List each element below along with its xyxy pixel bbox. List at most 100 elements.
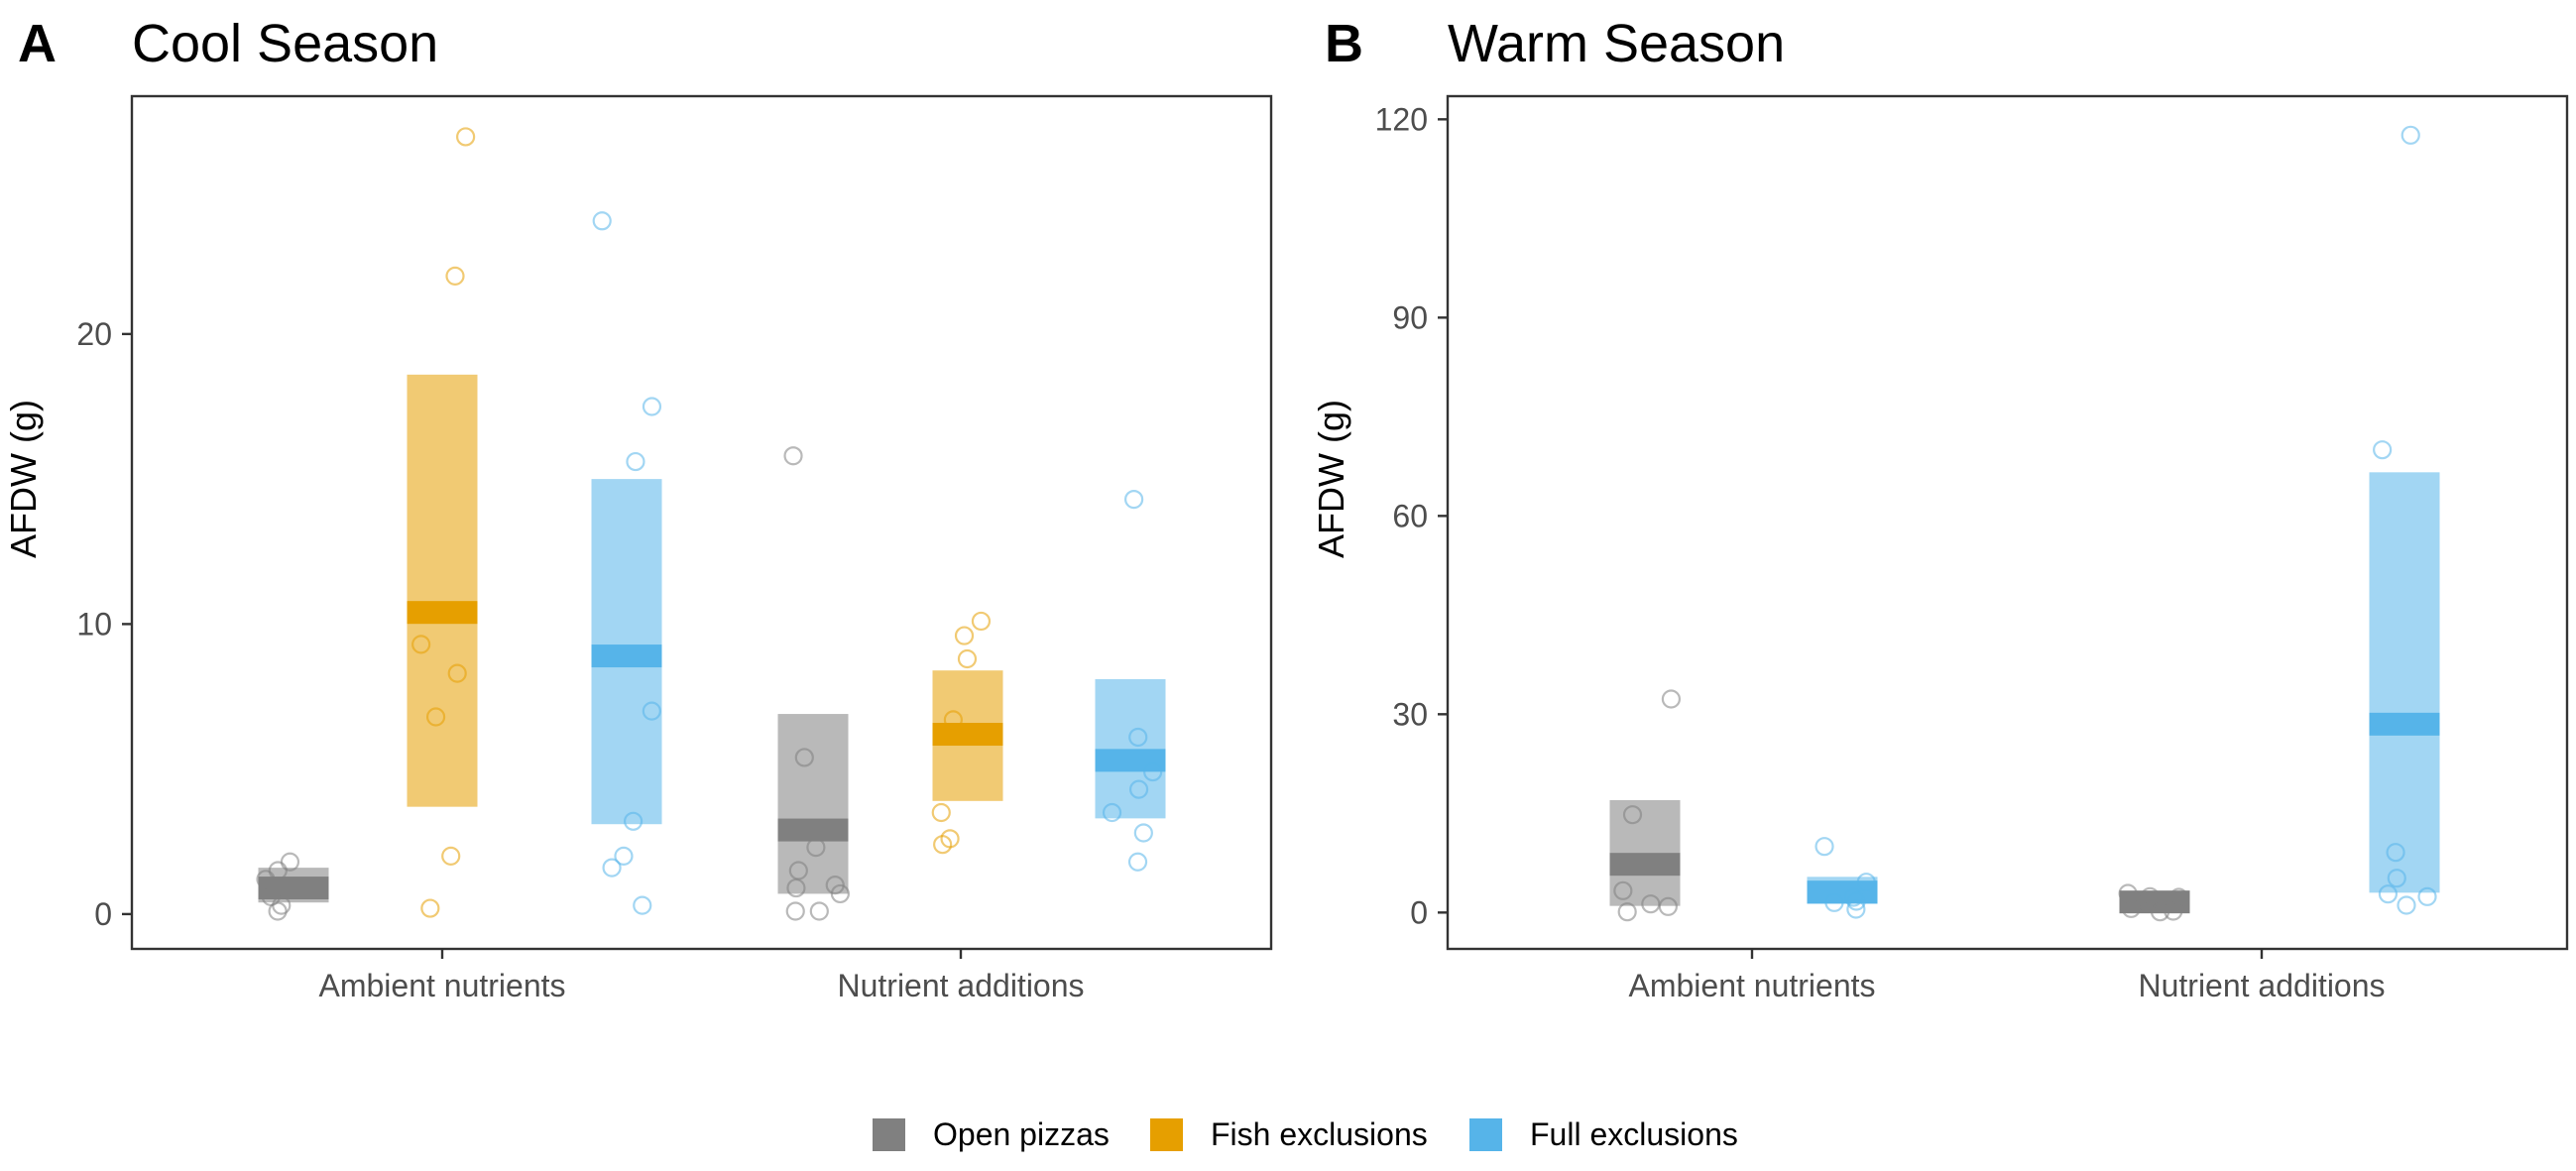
panel-a-full-exclusions-additions-range-box xyxy=(1095,678,1166,819)
panel-b-full-exclusions-additions-point xyxy=(2417,886,2437,906)
panel-a-fish-exclusions-ambient-point xyxy=(445,266,465,286)
panel-a-fish-exclusions-ambient-point xyxy=(441,846,461,866)
panel-a-title: Cool Season xyxy=(132,14,438,73)
panel-a-fish-exclusions-ambient-point xyxy=(411,635,431,654)
panel-a-y-tick-label: 0 xyxy=(94,896,112,932)
panel-a-full-exclusions-additions-point xyxy=(1127,852,1148,872)
panel-a-full-exclusions-ambient-point xyxy=(642,701,661,721)
panel-a-fish-exclusions-ambient-range-box xyxy=(407,374,478,807)
panel-b-open-pizzas-ambient-point xyxy=(1661,689,1682,709)
panel-a-open-pizzas-additions-point xyxy=(783,446,803,466)
panel-b-open-pizzas-additions-point xyxy=(2140,886,2160,906)
panel-b-full-exclusions-additions-point xyxy=(2378,884,2399,904)
panel-a-fish-exclusions-additions-point xyxy=(943,710,963,730)
panel-a-fish-exclusions-additions-point xyxy=(957,648,978,669)
panel-a-y-axis-title: AFDW (g) xyxy=(3,400,44,558)
panel-a-fish-exclusions-additions-point xyxy=(933,835,953,855)
panel-b-full-exclusions-ambient-point xyxy=(1815,837,1834,857)
panel-b-x-tick-label-ambient: Ambient nutrients xyxy=(1628,968,1875,1003)
panel-a-panel-border xyxy=(130,94,1273,951)
legend-swatch-full-exclusions xyxy=(1469,1118,1502,1151)
panel-a-full-exclusions-additions-mean-bar xyxy=(1095,749,1166,772)
panel-a-fish-exclusions-ambient-mean-bar xyxy=(407,601,478,625)
panel-b-open-pizzas-additions-point xyxy=(2164,901,2183,921)
legend-label-fish-exclusions: Fish exclusions xyxy=(1211,1116,1428,1152)
panel-b-plot-area: 0 30 60 90 120 xyxy=(1375,94,2569,959)
panel-a-full-exclusions-additions-point xyxy=(1128,779,1149,799)
panel-a-full-exclusions-additions-point xyxy=(1124,489,1144,510)
panel-a-open-pizzas-additions-mean-bar xyxy=(777,818,849,842)
panel-a-open-pizzas-ambient-point xyxy=(280,852,300,872)
panel-b-title: Warm Season xyxy=(1448,14,1785,73)
panel-a-y-tick-label: 20 xyxy=(76,316,112,352)
panel-a-open-pizzas-additions-point xyxy=(809,901,829,921)
panel-b-y-tick-label: 60 xyxy=(1392,498,1428,533)
panel-a: A Cool Season AFDW (g) 0 10 20 Ambient nut… xyxy=(3,14,1273,1003)
panel-b-y-tick-label: 120 xyxy=(1375,101,1428,137)
panel-b-full-exclusions-additions-mean-bar xyxy=(2369,712,2440,736)
panel-a-full-exclusions-additions-point xyxy=(1128,727,1148,748)
panel-b-full-exclusions-ambient-point xyxy=(1824,892,1844,912)
panel-a-full-exclusions-ambient-point xyxy=(623,811,644,831)
panel-b-y-tick-label: 0 xyxy=(1410,894,1428,930)
panel-b-full-exclusions-ambient-point xyxy=(1846,891,1866,911)
panel-b-full-exclusions-additions-point xyxy=(2373,440,2393,460)
panel-b-full-exclusions-ambient-point xyxy=(1856,873,1876,892)
panel-b-open-pizzas-ambient-mean-bar xyxy=(1609,853,1681,877)
panel-a-full-exclusions-additions-point xyxy=(1102,802,1122,823)
panel-a-open-pizzas-additions-range-box xyxy=(777,714,849,894)
panel-b-full-exclusions-ambient-point xyxy=(1843,887,1863,907)
panel-a-open-pizzas-ambient-mean-bar xyxy=(258,877,329,900)
panel-a-fish-exclusions-ambient-point xyxy=(456,127,476,147)
panel-b-full-exclusions-additions-point xyxy=(2397,895,2416,915)
panel-a-fish-exclusions-additions-point xyxy=(954,626,975,645)
panel-b-full-exclusions-additions-point xyxy=(2387,869,2406,888)
panel-a-y-tick-label: 10 xyxy=(76,606,112,642)
legend-label-open-pizzas: Open pizzas xyxy=(933,1116,1110,1152)
panel-b-y-axis-title: AFDW (g) xyxy=(1311,400,1351,558)
panel-a-full-exclusions-additions-point xyxy=(1143,761,1163,782)
panel-b: B Warm Season AFDW (g) 0 30 60 90 120 Ambien… xyxy=(1311,14,2569,1003)
panel-a-tag: A xyxy=(18,14,57,73)
panel-b-open-pizzas-additions-point xyxy=(2121,898,2141,918)
panel-a-fish-exclusions-additions-mean-bar xyxy=(932,723,1003,747)
panel-b-full-exclusions-additions-point xyxy=(2386,843,2405,863)
panel-a-full-exclusions-ambient-point xyxy=(592,211,612,231)
panel-a-open-pizzas-ambient-point xyxy=(268,901,288,921)
panel-b-x-tick-label-additions: Nutrient additions xyxy=(2138,968,2385,1003)
panel-b-full-exclusions-additions-point xyxy=(2400,125,2420,145)
panel-b-tag: B xyxy=(1325,14,1363,73)
panel-b-open-pizzas-ambient-point xyxy=(1622,805,1643,825)
panel-b-full-exclusions-ambient-point xyxy=(1846,899,1866,919)
panel-b-open-pizzas-additions-point xyxy=(2150,902,2170,922)
panel-b-y-tick-label: 30 xyxy=(1392,696,1428,732)
panel-a-full-exclusions-additions-point xyxy=(1133,823,1153,843)
panel-a-open-pizzas-additions-point xyxy=(825,876,845,895)
panel-a-open-pizzas-additions-point xyxy=(785,901,805,921)
panel-b-full-exclusions-additions-range-box xyxy=(2369,472,2440,893)
legend: Open pizzas Fish exclusions Full exclusi… xyxy=(873,1116,1738,1152)
panel-b-panel-border xyxy=(1446,94,2569,951)
panel-b-open-pizzas-ambient-point xyxy=(1617,902,1637,922)
panel-a-x-tick-label-ambient: Ambient nutrients xyxy=(318,968,565,1003)
panel-a-full-exclusions-ambient-point xyxy=(626,451,645,472)
panel-a-fish-exclusions-ambient-point xyxy=(425,707,446,727)
panel-a-full-exclusions-ambient-point xyxy=(614,846,634,866)
panel-a-open-pizzas-additions-point xyxy=(806,838,826,858)
panel-a-full-exclusions-ambient-point xyxy=(602,858,622,878)
legend-swatch-open-pizzas xyxy=(873,1118,905,1151)
panel-a-fish-exclusions-additions-point xyxy=(971,611,992,632)
panel-a-full-exclusions-ambient-mean-bar xyxy=(591,644,662,668)
panel-b-open-pizzas-ambient-point xyxy=(1658,896,1678,916)
panel-a-plot-area: 0 10 20 xyxy=(76,94,1273,959)
panel-a-fish-exclusions-ambient-point xyxy=(420,898,440,918)
panel-a-full-exclusions-ambient-point xyxy=(642,397,662,416)
panel-a-open-pizzas-additions-point xyxy=(794,748,814,767)
panel-a-full-exclusions-ambient-point xyxy=(633,895,652,915)
panel-b-y-tick-label: 90 xyxy=(1392,299,1428,335)
legend-swatch-fish-exclusions xyxy=(1150,1118,1183,1151)
legend-label-full-exclusions: Full exclusions xyxy=(1530,1116,1738,1152)
panel-a-fish-exclusions-additions-point xyxy=(931,802,951,823)
panel-b-open-pizzas-ambient-point xyxy=(1613,880,1633,900)
